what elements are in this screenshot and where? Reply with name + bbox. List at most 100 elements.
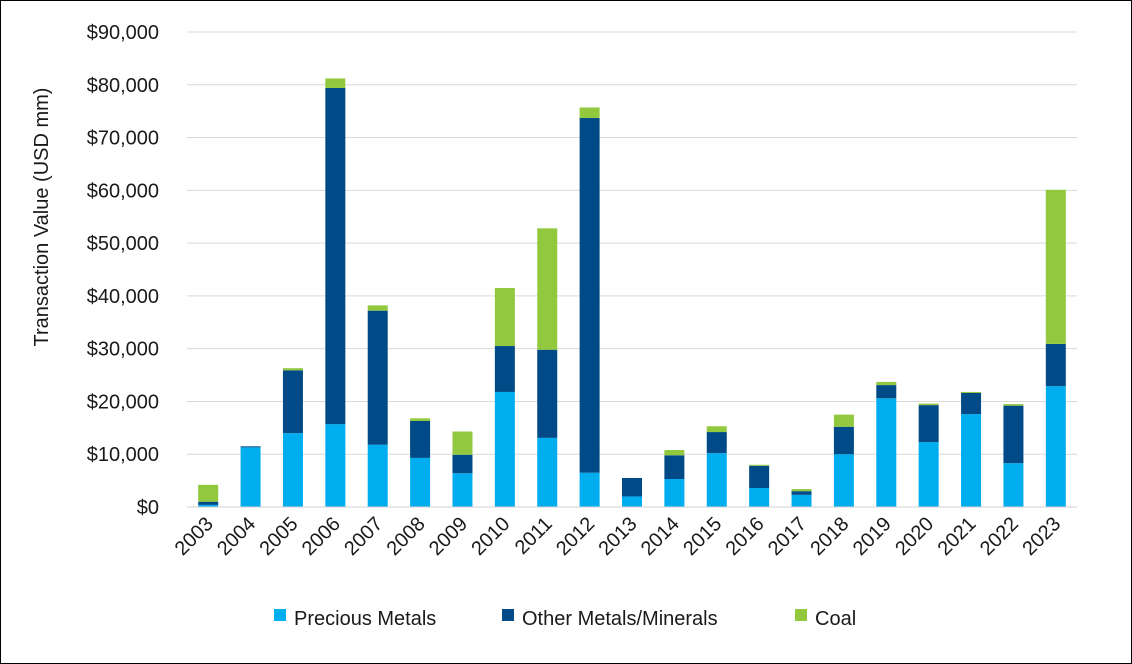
bar-segment bbox=[537, 349, 558, 438]
x-tick-label: 2008 bbox=[383, 513, 430, 560]
bar-segment bbox=[749, 465, 770, 488]
bar-segment bbox=[537, 228, 558, 350]
bar-segment bbox=[1003, 405, 1024, 464]
legend-label: Other Metals/Minerals bbox=[522, 608, 718, 630]
bar-segment bbox=[325, 87, 346, 425]
bar-segment bbox=[282, 433, 303, 507]
legend-label: Coal bbox=[815, 608, 856, 630]
x-tick-label: 2007 bbox=[340, 513, 387, 560]
bar-segment bbox=[410, 420, 431, 458]
bars bbox=[198, 78, 1066, 507]
bar-segment bbox=[240, 447, 261, 507]
bar-segment bbox=[1003, 463, 1024, 507]
x-tick-label: 2003 bbox=[171, 513, 218, 560]
bar-segment bbox=[367, 310, 388, 445]
bar-segment bbox=[198, 501, 219, 505]
bar-segment bbox=[918, 442, 939, 507]
bar-segment bbox=[1003, 404, 1024, 406]
bar-segment bbox=[706, 432, 727, 454]
x-tick-label: 2018 bbox=[806, 513, 853, 560]
x-tick-label: 2013 bbox=[595, 513, 642, 560]
bar-segment bbox=[918, 403, 939, 406]
bar-segment bbox=[367, 444, 388, 507]
bar-segment bbox=[791, 489, 812, 492]
y-tick-label: $10,000 bbox=[87, 444, 159, 466]
bar-segment bbox=[452, 431, 473, 455]
y-axis-label: Transaction Value (USD mm) bbox=[31, 88, 53, 347]
bar-segment bbox=[494, 391, 515, 507]
bar-segment bbox=[579, 118, 600, 473]
bar-segment bbox=[452, 473, 473, 507]
x-tick-label: 2015 bbox=[679, 513, 726, 560]
bar-segment bbox=[494, 346, 515, 392]
bar-segment bbox=[961, 391, 982, 393]
x-tick-label: 2020 bbox=[891, 513, 938, 560]
y-axis-ticks: $0 $10,000 $20,000 $30,000 $40,000 $50,000 $60… bbox=[87, 22, 159, 519]
bar-segment bbox=[282, 370, 303, 434]
bar-segment bbox=[1045, 343, 1066, 387]
bar-segment bbox=[876, 385, 897, 399]
y-tick-label: $80,000 bbox=[87, 75, 159, 97]
x-tick-label: 2011 bbox=[511, 513, 557, 559]
bar-segment bbox=[579, 472, 600, 507]
bar-segment bbox=[579, 107, 600, 119]
x-tick-label: 2006 bbox=[298, 513, 345, 560]
legend-swatch bbox=[502, 609, 514, 621]
bar-segment bbox=[537, 437, 558, 507]
bar-segment bbox=[452, 454, 473, 474]
x-tick-label: 2023 bbox=[1018, 513, 1065, 560]
x-tick-label: 2021 bbox=[934, 513, 981, 560]
bar-segment bbox=[876, 381, 897, 386]
bar-segment bbox=[664, 450, 685, 456]
bar-segment bbox=[833, 426, 854, 455]
bar-segment bbox=[706, 426, 727, 433]
legend-swatch bbox=[795, 609, 807, 621]
bar-segment bbox=[198, 484, 219, 502]
y-tick-label: $30,000 bbox=[87, 339, 159, 361]
bar-segment bbox=[198, 504, 219, 507]
bar-segment bbox=[664, 479, 685, 507]
x-tick-label: 2010 bbox=[467, 513, 514, 560]
bar-segment bbox=[325, 424, 346, 507]
bar-segment bbox=[749, 488, 770, 507]
x-tick-label: 2005 bbox=[255, 513, 302, 560]
bar-segment bbox=[918, 405, 939, 443]
x-tick-label: 2004 bbox=[213, 513, 260, 560]
x-tick-label: 2014 bbox=[637, 513, 684, 560]
bar-segment bbox=[1045, 189, 1066, 344]
bar-segment bbox=[410, 418, 431, 421]
legend-label: Precious Metals bbox=[294, 608, 436, 630]
bar-segment bbox=[494, 287, 515, 347]
x-tick-label: 2016 bbox=[722, 513, 769, 560]
bar-segment bbox=[410, 457, 431, 507]
x-axis-ticks: 2003200420052006200720082009201020112012… bbox=[171, 513, 1066, 560]
y-tick-label: $70,000 bbox=[87, 128, 159, 150]
bar-segment bbox=[961, 393, 982, 415]
bar-segment bbox=[325, 78, 346, 88]
bar-segment bbox=[791, 494, 812, 507]
bar-segment bbox=[622, 477, 642, 497]
bar-segment bbox=[664, 455, 685, 480]
y-tick-label: $60,000 bbox=[87, 180, 159, 202]
bar-segment bbox=[367, 305, 388, 311]
y-tick-label: $0 bbox=[137, 497, 159, 519]
bar-segment bbox=[749, 464, 770, 466]
bar-segment bbox=[833, 414, 854, 427]
gridlines bbox=[187, 31, 1077, 455]
x-tick-label: 2009 bbox=[425, 513, 472, 560]
bar-segment bbox=[833, 454, 854, 507]
y-tick-label: $20,000 bbox=[87, 391, 159, 413]
legend-swatch bbox=[274, 609, 286, 621]
bar-segment bbox=[876, 398, 897, 507]
bar-segment bbox=[622, 496, 642, 507]
x-tick-label: 2019 bbox=[849, 513, 896, 560]
y-tick-label: $90,000 bbox=[87, 22, 159, 44]
bar-segment bbox=[706, 453, 727, 507]
legend: Precious Metals Other Metals/Minerals Coal bbox=[274, 608, 856, 630]
y-tick-label: $40,000 bbox=[87, 286, 159, 308]
x-tick-label: 2022 bbox=[976, 513, 1023, 560]
bar-segment bbox=[240, 446, 261, 448]
x-tick-label: 2012 bbox=[552, 513, 599, 560]
x-tick-label: 2017 bbox=[764, 513, 811, 560]
